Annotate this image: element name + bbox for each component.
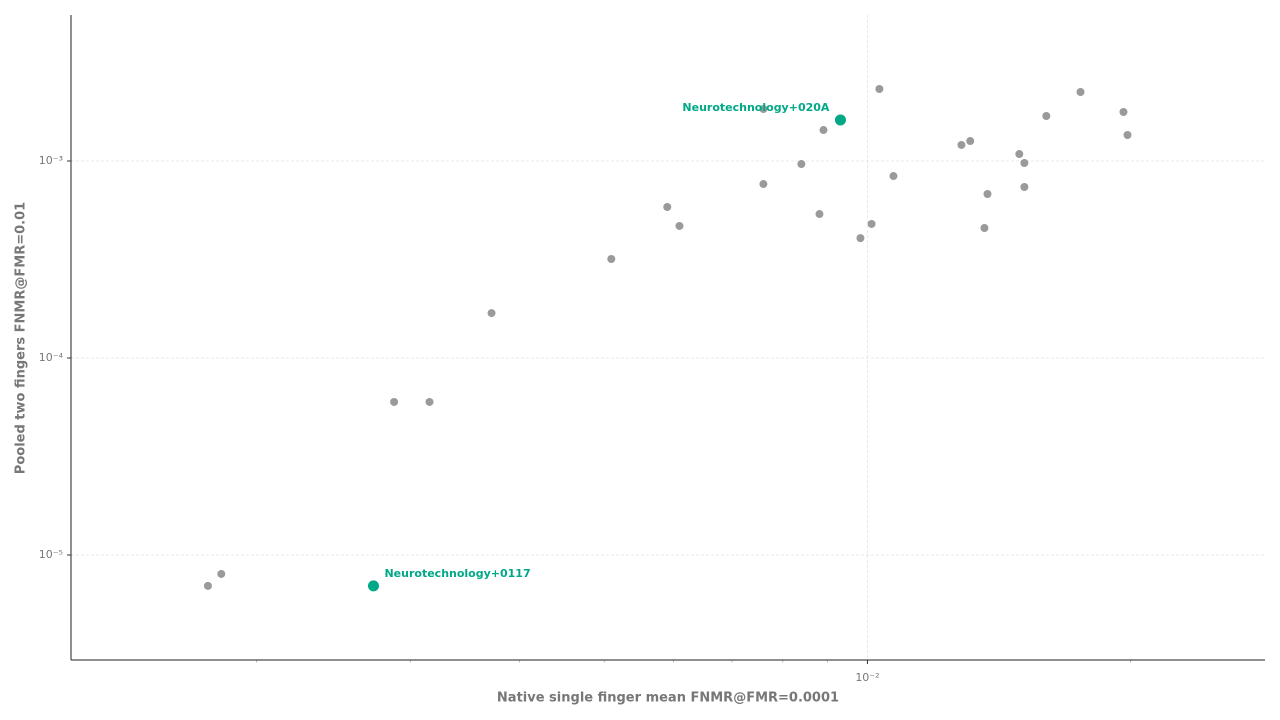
point xyxy=(875,85,884,94)
point xyxy=(1076,88,1085,97)
point xyxy=(1123,131,1132,140)
point-annotation: Neurotechnology+020A xyxy=(682,101,829,114)
point xyxy=(1020,158,1029,167)
point xyxy=(675,221,684,230)
point xyxy=(487,309,496,318)
point xyxy=(966,137,975,146)
point xyxy=(217,569,226,578)
highlight-point xyxy=(367,580,379,592)
point xyxy=(759,105,768,114)
point xyxy=(819,126,828,135)
point xyxy=(425,397,434,406)
highlight-point xyxy=(834,114,846,126)
y-tick-label: 10⁻⁵ xyxy=(39,548,63,561)
y-tick-label: 10⁻³ xyxy=(39,154,63,167)
y-axis-label: Pooled two fingers FNMR@FMR=0.01 xyxy=(14,202,29,474)
point xyxy=(980,223,989,232)
point xyxy=(957,140,966,149)
x-axis-label: Native single finger mean FNMR@FMR=0.000… xyxy=(497,691,839,706)
point xyxy=(390,397,399,406)
point xyxy=(856,234,865,243)
point xyxy=(867,219,876,228)
point xyxy=(663,203,672,212)
point-annotation: Neurotechnology+0117 xyxy=(384,567,530,580)
point xyxy=(1042,112,1051,121)
point xyxy=(203,581,212,590)
point xyxy=(1015,150,1024,159)
point xyxy=(797,160,806,169)
point xyxy=(759,180,768,189)
y-tick-label: 10⁻⁴ xyxy=(39,351,64,364)
point xyxy=(983,189,992,198)
point xyxy=(889,172,898,181)
point xyxy=(815,210,824,219)
x-tick-label: 10⁻² xyxy=(855,671,879,684)
point xyxy=(1119,108,1128,117)
point xyxy=(1020,182,1029,191)
point xyxy=(607,255,616,264)
